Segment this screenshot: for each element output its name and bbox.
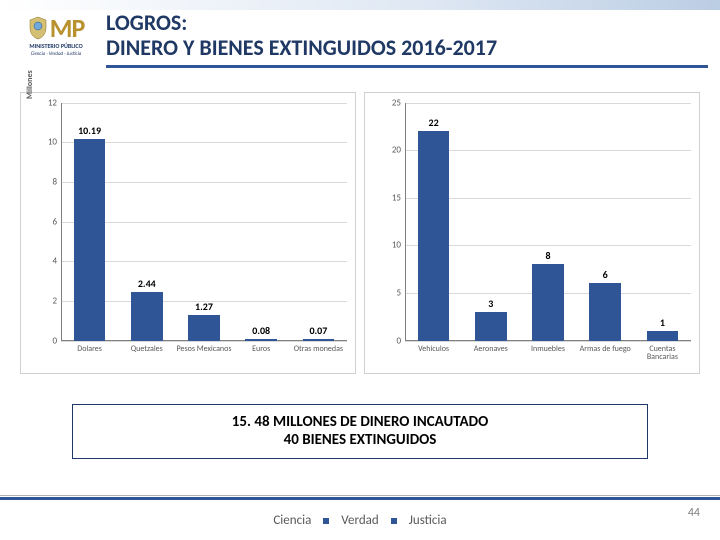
bar: 22: [418, 131, 449, 340]
ytick: 4: [39, 256, 57, 267]
bar-label: 2.44: [131, 277, 162, 290]
bar: 1.27: [188, 315, 219, 340]
logo-org: MINISTERIO PÚBLICO: [29, 43, 82, 50]
chart1-ylabel: Millones: [25, 70, 35, 99]
bar: 1: [647, 331, 678, 341]
ytick: 10: [39, 137, 57, 148]
xtick: Armas de fuego: [577, 345, 634, 353]
bar-label: 3: [475, 297, 506, 310]
bar-label: 22: [418, 116, 449, 129]
ytick: 10: [383, 240, 401, 251]
ytick: 20: [383, 145, 401, 156]
bar: 0.07: [303, 339, 334, 340]
xtick: Aeronaves: [462, 345, 519, 353]
summary-line1: 15. 48 MILLONES DE DINERO INCAUTADO: [85, 413, 635, 432]
bar: 6: [589, 283, 620, 340]
ytick: 6: [39, 216, 57, 227]
xtick: Euros: [233, 345, 290, 353]
xtick: Pesos Mexicanos: [175, 345, 232, 353]
logo: MP MINISTERIO PÚBLICO Ciencia · Verdad ·…: [12, 8, 100, 64]
bar: 0.08: [245, 339, 276, 341]
gridline: [61, 103, 347, 104]
summary-box: 15. 48 MILLONES DE DINERO INCAUTADO 40 B…: [72, 404, 648, 460]
ytick: 25: [383, 97, 401, 108]
xtick: Vehiculos: [405, 345, 462, 353]
footer-dot-icon: [391, 518, 397, 524]
ytick: 8: [39, 176, 57, 187]
ytick: 12: [39, 97, 57, 108]
title-block: LOGROS: DINERO Y BIENES EXTINGUIDOS 2016…: [106, 8, 708, 68]
gridline: [405, 341, 691, 342]
ytick: 5: [383, 287, 401, 298]
bar: 2.44: [131, 292, 162, 340]
gridline: [405, 103, 691, 104]
bar-label: 8: [532, 249, 563, 262]
ytick: 15: [383, 192, 401, 203]
title-underline: [106, 65, 708, 68]
bar: 8: [532, 264, 563, 340]
logo-mp-text: MP: [50, 15, 85, 41]
bar: 3: [475, 312, 506, 341]
footer-word: Ciencia: [273, 513, 311, 528]
ytick: 0: [383, 335, 401, 346]
bar-label: 1.27: [188, 300, 219, 313]
ytick: 2: [39, 295, 57, 306]
chart-assets: 0 5 10 15 20 25 22 Vehiculos 3 Aeronaves 8 Inmueble…: [364, 92, 700, 374]
xtick: Cuentas Bancarias: [634, 345, 691, 362]
bar-label: 0.07: [303, 324, 334, 337]
footer-word: Verdad: [341, 513, 378, 528]
bar: 10.19: [74, 139, 105, 341]
title-line1: LOGROS:: [106, 10, 708, 35]
shield-icon: [28, 16, 48, 40]
charts-row: Millones 02468101210.19Dolares2.44Quetza…: [0, 74, 720, 374]
bar-label: 0.08: [245, 324, 276, 337]
page-number: 44: [688, 506, 700, 520]
ytick: 0: [39, 335, 57, 346]
logo-motto: Ciencia · Verdad · Justicia: [31, 51, 82, 57]
header: MP MINISTERIO PÚBLICO Ciencia · Verdad ·…: [0, 0, 720, 74]
gridline: [61, 341, 347, 342]
xtick: Otras monedas: [290, 345, 347, 353]
bar-label: 1: [647, 316, 678, 329]
footer-words: Ciencia Verdad Justicia: [0, 513, 720, 528]
xtick: Inmuebles: [519, 345, 576, 353]
footer-dot-icon: [323, 518, 329, 524]
header-band: [0, 0, 720, 10]
footer-divider: [0, 495, 720, 500]
xtick: Quetzales: [118, 345, 175, 353]
bar-label: 6: [589, 268, 620, 281]
title-line2: DINERO Y BIENES EXTINGUIDOS 2016-2017: [106, 35, 708, 60]
bar-label: 10.19: [74, 124, 105, 137]
footer-word: Justicia: [409, 513, 447, 528]
chart-money: Millones 02468101210.19Dolares2.44Quetza…: [20, 92, 356, 374]
summary-line2: 40 BIENES EXTINGUIDOS: [85, 431, 635, 450]
xtick: Dolares: [61, 345, 118, 353]
